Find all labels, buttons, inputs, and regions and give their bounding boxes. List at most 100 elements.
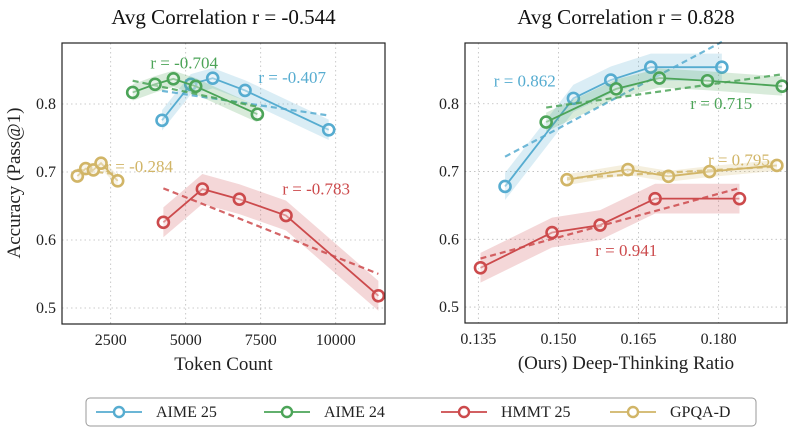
data-point: [70, 169, 85, 183]
chart-title: Avg Correlation r = -0.544: [111, 5, 336, 29]
data-point: [155, 113, 169, 128]
confidence-band: [132, 70, 258, 123]
series-aime-24: r = 0.715: [539, 68, 788, 132]
trend-line: [504, 40, 723, 158]
series-line: [566, 164, 777, 181]
series-hmmt-25: r = -0.783: [156, 174, 386, 311]
legend: AIME 25 AIME 24 HMMT 25 GPQA-D: [85, 397, 757, 427]
x-tick-label: 0.165: [621, 331, 657, 348]
x-tick-label: 5000: [170, 332, 202, 349]
data-point: [279, 208, 293, 223]
y-axis-label: Accuracy (Pass@1): [4, 108, 25, 259]
data-point: [775, 79, 788, 93]
data-point: [700, 73, 715, 88]
y-tick-label: 0.7: [439, 164, 459, 181]
x-tick-label: 0.150: [540, 331, 576, 348]
correlation-annotation: r = -0.704: [150, 54, 218, 73]
data-point: [539, 115, 553, 129]
x-tick-label: 7500: [245, 332, 277, 349]
data-point: [621, 162, 635, 177]
token-count-panel: 2500 5000 7500 10000 0.5 0.6 0.7 0.8 Avg Correla…: [36, 5, 386, 375]
legend-item: AIME 25: [96, 404, 217, 421]
legend-marker: [457, 405, 471, 419]
legend-item: GPQA-D: [610, 404, 730, 421]
y-tick-label: 0.5: [36, 300, 56, 317]
x-tick-label: 2500: [95, 332, 127, 349]
deep-thinking-ratio-panel: 0.135 0.150 0.165 0.180 0.5 0.6 0.7 0.8 Avg Corr…: [439, 5, 788, 374]
legend-item: AIME 24: [264, 404, 385, 421]
confidence-band: [480, 183, 740, 283]
series-gpqa-d: r = -0.284: [70, 156, 174, 188]
data-point: [545, 225, 559, 240]
data-point: [473, 260, 488, 275]
confidence-band: [162, 67, 329, 141]
chart-title: Avg Correlation r = 0.828: [517, 5, 734, 29]
confidence-band: [163, 174, 379, 311]
legend-marker: [112, 405, 126, 419]
series-hmmt-25: r = 0.941: [473, 183, 747, 283]
y-tick-label: 0.5: [439, 299, 459, 316]
confidence-band: [546, 68, 783, 132]
y-tick-label: 0.6: [439, 231, 459, 248]
legend-marker: [280, 405, 294, 419]
data-point: [238, 83, 252, 98]
data-point: [609, 82, 623, 96]
correlation-annotation: r = 0.941: [595, 241, 657, 260]
data-point: [732, 191, 747, 206]
data-point: [566, 91, 581, 106]
y-tick-label: 0.7: [36, 164, 56, 181]
data-point: [188, 79, 203, 94]
data-point: [498, 179, 512, 194]
trend-line: [162, 187, 379, 275]
legend-marker: [626, 405, 640, 419]
x-tick-label: 0.135: [460, 331, 496, 348]
data-point: [166, 72, 181, 86]
data-point: [661, 169, 676, 184]
legend-label: GPQA-D: [670, 404, 730, 421]
data-point: [148, 77, 162, 92]
data-point: [371, 288, 386, 303]
series-line: [132, 77, 258, 116]
x-axis-label: Token Count: [174, 354, 273, 375]
y-tick-label: 0.8: [36, 96, 56, 113]
series-line: [161, 77, 330, 131]
y-tick-label: 0.6: [36, 232, 56, 249]
correlation-annotation: r = -0.783: [282, 179, 350, 198]
plot-frame: [464, 42, 788, 324]
data-point: [652, 71, 667, 85]
data-point: [560, 172, 574, 187]
data-point: [702, 164, 717, 179]
data-point: [110, 174, 125, 188]
data-point: [232, 192, 247, 207]
legend-label: AIME 24: [324, 404, 385, 421]
data-point: [321, 123, 336, 137]
data-point: [648, 191, 662, 206]
data-point: [250, 107, 265, 122]
series-line: [480, 197, 740, 269]
series-line: [162, 188, 379, 297]
x-tick-label: 10000: [316, 332, 356, 349]
series-aime-24: r = -0.704: [125, 54, 265, 123]
series-line: [76, 161, 119, 182]
correlation-annotation: r = 0.715: [690, 94, 752, 113]
series-gpqa-d: r = 0.795: [560, 150, 784, 187]
data-point: [205, 71, 220, 85]
data-point: [195, 182, 210, 196]
data-point: [593, 218, 607, 232]
data-point: [715, 60, 729, 74]
legend-frame: [85, 397, 757, 427]
series-line: [504, 66, 722, 188]
plot-frame: [61, 42, 386, 325]
data-point: [125, 85, 140, 100]
data-point: [644, 60, 658, 74]
legend-label: HMMT 25: [501, 404, 571, 421]
legend-label: AIME 25: [156, 404, 217, 421]
y-tick-label: 0.8: [439, 96, 459, 113]
correlation-annotation: r = 0.862: [494, 72, 556, 91]
series-aime-25: r = -0.407: [155, 67, 336, 141]
x-tick-label: 0.180: [701, 331, 737, 348]
legend-item: HMMT 25: [441, 404, 571, 421]
correlation-annotation: r = 0.795: [708, 150, 770, 169]
x-axis-label: (Ours) Deep-Thinking Ratio: [518, 353, 734, 374]
